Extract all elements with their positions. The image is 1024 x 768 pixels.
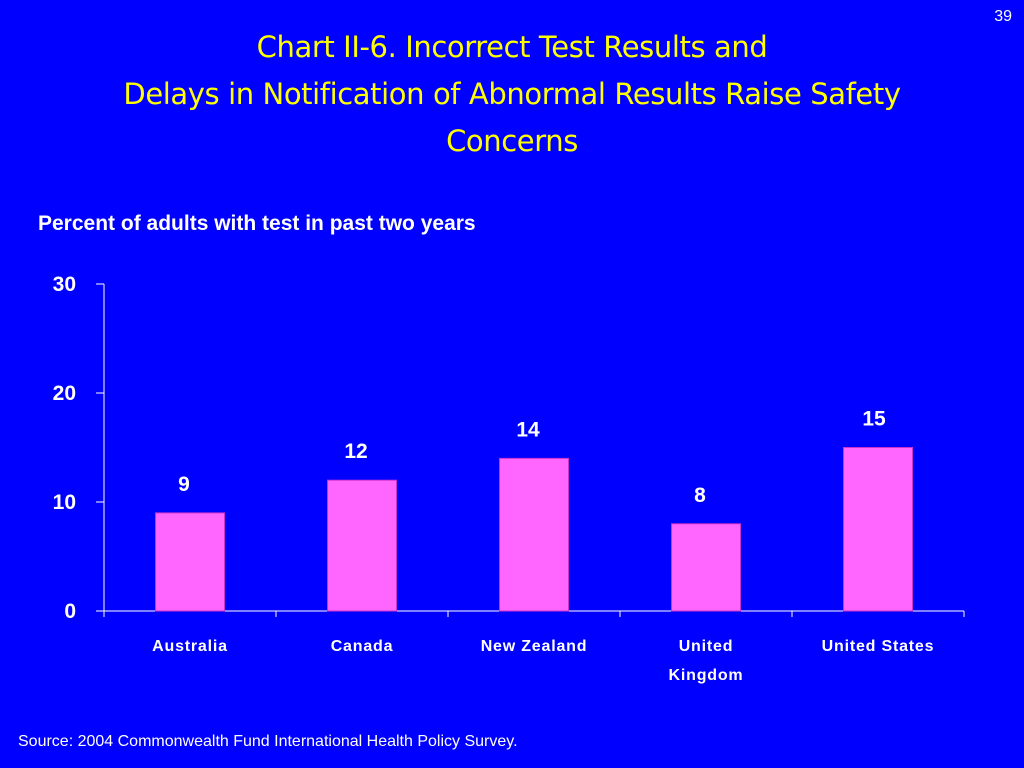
slide-title: Chart II-6. Incorrect Test Results and D… (40, 24, 984, 165)
bar (327, 479, 397, 612)
slide-number: 39 (994, 8, 1012, 25)
x-tick-label: Australia (152, 638, 228, 655)
y-axis-label: Percent of adults with test in past two … (38, 212, 476, 235)
data-label: 12 (344, 440, 367, 463)
x-tick-label: United (679, 638, 734, 655)
bar (155, 512, 225, 612)
x-tick-label: New Zealand (481, 638, 588, 655)
x-tick-label: Canada (331, 638, 394, 655)
title-line-2: Delays in Notification of Abnormal Resul… (123, 77, 901, 111)
y-tick-label: 20 (53, 382, 76, 405)
x-tick-label: United States (822, 638, 935, 655)
title-line-3: Concerns (446, 124, 578, 158)
data-label: 8 (694, 484, 706, 507)
x-tick-label: Kingdom (669, 667, 744, 684)
data-label: 9 (178, 473, 190, 496)
y-tick-label: 10 (53, 491, 76, 514)
y-tick-label: 0 (64, 600, 76, 623)
bar (499, 457, 569, 612)
source-note: Source: 2004 Commonwealth Fund Internati… (18, 733, 518, 750)
title-line-1: Chart II-6. Incorrect Test Results and (256, 30, 768, 64)
data-label: 15 (862, 408, 886, 431)
data-label: 14 (516, 418, 540, 441)
bar (671, 523, 741, 612)
y-tick-label: 30 (53, 273, 76, 296)
bar (843, 447, 913, 612)
